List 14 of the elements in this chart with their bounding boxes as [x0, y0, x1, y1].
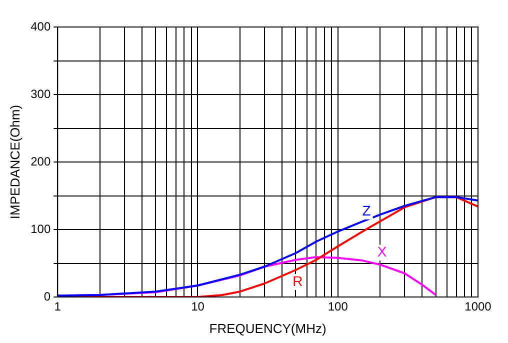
series-label: R	[292, 272, 303, 289]
x-axis-title: FREQUENCY(MHz)	[209, 320, 326, 336]
y-tick-label: 0	[44, 289, 51, 304]
y-axis-title: IMPEDANCE(Ohm)	[7, 104, 22, 220]
y-tick-label: 100	[30, 222, 51, 236]
series-label: X	[377, 243, 388, 260]
y-tick-label: 300	[30, 86, 51, 101]
x-tick-label: 100	[328, 300, 348, 314]
series-label: Z	[362, 202, 372, 218]
y-tick-label: 200	[30, 154, 51, 168]
y-tick-label: 400	[30, 19, 51, 34]
x-tick-label: 1000	[464, 300, 492, 314]
x-tick-label: 1	[54, 300, 62, 314]
x-tick-label: 10	[191, 300, 205, 314]
